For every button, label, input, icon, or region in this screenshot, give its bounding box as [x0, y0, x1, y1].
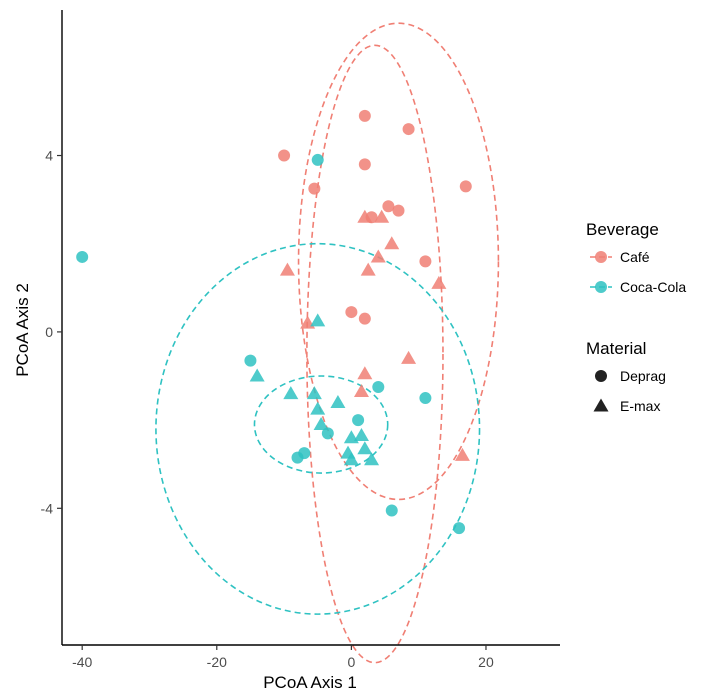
point-caf--e-max-6	[431, 275, 447, 289]
x-axis-title: PCoA Axis 1	[263, 673, 357, 692]
x-tick-label: -40	[72, 654, 92, 670]
point-coca-cola-deprag-0	[76, 250, 89, 263]
point-coca-cola-deprag-6	[321, 427, 334, 440]
point-caf--deprag-6	[382, 200, 395, 213]
point-caf--deprag-7	[392, 204, 405, 217]
point-caf--deprag-11	[358, 312, 371, 325]
x-tick-label: -20	[207, 654, 227, 670]
data-points	[76, 109, 472, 535]
point-coca-cola-e-max-0	[310, 313, 326, 327]
point-caf--e-max-11	[454, 447, 470, 461]
y-axis-title: PCoA Axis 2	[13, 283, 32, 377]
legend-label-coca-cola: Coca-Cola	[620, 279, 686, 295]
point-caf--e-max-2	[384, 236, 400, 250]
point-coca-cola-e-max-3	[306, 386, 322, 400]
point-coca-cola-deprag-8	[298, 447, 311, 460]
point-caf--e-max-9	[357, 366, 373, 380]
y-tick-label: -4	[41, 500, 54, 516]
legend-title-material: Material	[586, 339, 646, 358]
point-coca-cola-deprag-9	[385, 504, 398, 517]
point-coca-cola-deprag-1	[311, 153, 324, 166]
point-coca-cola-e-max-1	[249, 368, 265, 382]
legend: Beverage Café Coca-Cola Material Deprag E-max	[586, 220, 686, 414]
point-coca-cola-deprag-10	[453, 522, 466, 535]
point-caf--deprag-9	[419, 255, 432, 268]
point-caf--e-max-4	[279, 262, 295, 276]
legend-key-point	[595, 281, 607, 293]
point-caf--deprag-1	[358, 109, 371, 122]
confidence-ellipses	[155, 22, 500, 664]
legend-label-e-max: E-max	[620, 398, 660, 414]
point-coca-cola-deprag-2	[244, 354, 257, 367]
point-coca-cola-e-max-10	[357, 441, 373, 455]
axis-ticks: -40 -20 0 20-404	[41, 148, 494, 670]
point-coca-cola-e-max-4	[310, 401, 326, 415]
legend-key-point	[595, 251, 607, 263]
point-caf--deprag-2	[402, 123, 415, 136]
ellipse-caf--0	[306, 44, 444, 664]
x-tick-label: 0	[347, 654, 355, 670]
y-tick-label: 4	[45, 148, 53, 164]
axes	[61, 10, 560, 646]
legend-title-beverage: Beverage	[586, 220, 659, 239]
point-caf--e-max-10	[353, 383, 369, 397]
point-caf--deprag-3	[358, 158, 371, 171]
point-coca-cola-e-max-12	[364, 452, 380, 466]
point-caf--deprag-10	[345, 306, 358, 319]
legend-key-triangle	[593, 398, 609, 412]
point-caf--e-max-0	[357, 209, 373, 223]
ellipse-caf--1	[297, 22, 500, 501]
point-coca-cola-deprag-3	[372, 381, 385, 394]
point-caf--e-max-1	[374, 209, 390, 223]
ellipse-coca-cola-3	[253, 375, 389, 474]
ellipse-coca-cola-2	[155, 242, 481, 615]
point-caf--deprag-4	[308, 182, 321, 195]
point-coca-cola-e-max-2	[283, 386, 299, 400]
point-coca-cola-e-max-5	[330, 394, 346, 408]
point-caf--deprag-5	[459, 180, 472, 193]
point-coca-cola-e-max-11	[343, 452, 359, 466]
point-caf--e-max-5	[360, 262, 376, 276]
y-tick-label: 0	[45, 324, 53, 340]
point-coca-cola-deprag-4	[419, 392, 432, 405]
point-coca-cola-e-max-8	[353, 428, 369, 442]
point-coca-cola-e-max-6	[313, 417, 329, 431]
x-tick-label: 20	[478, 654, 494, 670]
legend-label-caf-: Café	[620, 249, 650, 265]
point-caf--e-max-3	[370, 249, 386, 263]
point-caf--deprag-0	[278, 149, 291, 162]
legend-label-deprag: Deprag	[620, 368, 666, 384]
point-coca-cola-deprag-5	[352, 414, 365, 427]
legend-key-circle	[595, 370, 607, 382]
point-caf--e-max-8	[401, 350, 417, 364]
